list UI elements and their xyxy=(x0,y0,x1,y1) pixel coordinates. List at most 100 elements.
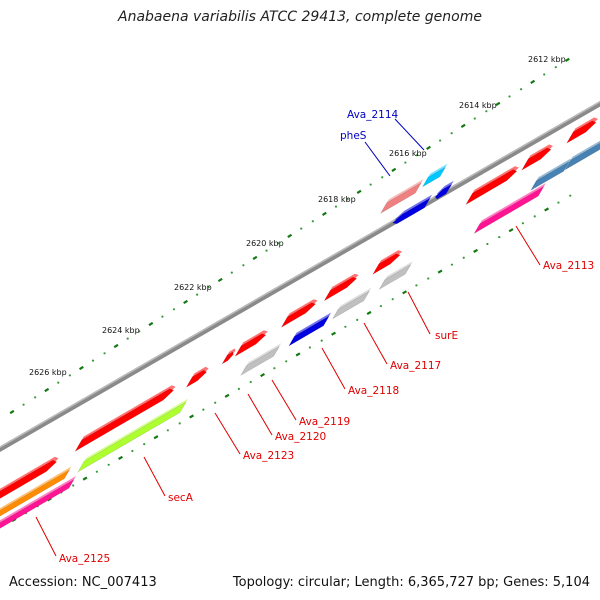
gene-label-ava-2125: Ava_2125 xyxy=(59,553,110,565)
tick-label-2626: 2626 kbp xyxy=(29,368,67,377)
inner-minor-tick xyxy=(569,194,572,197)
gene-label-seca: secA xyxy=(168,492,194,504)
tick-label-2622: 2622 kbp xyxy=(174,283,212,292)
outer-minor-tick xyxy=(34,396,37,399)
gene-ava-2117 xyxy=(331,287,372,320)
outer-minor-tick xyxy=(369,183,372,186)
inner-major-tick xyxy=(224,393,230,398)
outer-major-tick xyxy=(183,299,188,305)
gene-steelblue-1 xyxy=(529,158,572,192)
inner-minor-tick xyxy=(95,470,98,473)
inner-minor-tick xyxy=(486,242,489,246)
inner-major-tick xyxy=(402,290,408,295)
gene-ava-2125-orange-body xyxy=(0,469,71,517)
gene-ava-2119 xyxy=(239,343,282,377)
leader-ava-2119 xyxy=(271,379,297,421)
inner-major-tick xyxy=(473,248,479,253)
cds-seca xyxy=(74,385,176,453)
outer-minor-tick xyxy=(485,110,488,113)
inner-minor-tick xyxy=(249,380,252,384)
inner-minor-tick xyxy=(391,298,394,301)
cds-ava-2125-body xyxy=(0,459,58,499)
outer-minor-tick xyxy=(334,205,338,208)
genome-stats-text: Topology: circular; Length: 6,365,727 bp… xyxy=(232,575,590,590)
tick-label-2616: 2616 kbp xyxy=(389,149,427,158)
gene-ava-2125-pink xyxy=(0,476,77,529)
gene-steelblue-2 xyxy=(564,140,600,171)
outer-major-tick xyxy=(9,409,15,415)
tick-label-2614: 2614 kbp xyxy=(459,101,497,110)
leader-ava-2118 xyxy=(321,347,346,390)
outer-minor-tick xyxy=(543,73,546,76)
leader-phes xyxy=(364,141,391,177)
inner-minor-tick xyxy=(131,449,134,453)
outer-minor-tick xyxy=(300,227,303,230)
outer-major-tick xyxy=(44,387,50,393)
cds-ava-2120-body xyxy=(221,351,234,365)
inner-minor-tick xyxy=(557,201,560,204)
outer-major-tick xyxy=(78,365,84,371)
gene-ava-2113-body xyxy=(473,185,545,235)
outer-minor-tick xyxy=(508,95,511,98)
gene-label-phes: pheS xyxy=(340,130,367,142)
leader-ava-2117 xyxy=(363,322,388,365)
cds-upper-red-2-body xyxy=(565,120,597,144)
gene-label-ava-2123: Ava_2123 xyxy=(243,450,294,462)
outer-tick-track xyxy=(9,57,570,415)
leader-seca xyxy=(143,456,166,497)
inner-major-tick xyxy=(366,310,372,316)
outer-minor-tick xyxy=(230,271,233,274)
inner-minor-tick xyxy=(462,256,465,259)
inner-minor-tick xyxy=(72,484,75,487)
outer-minor-tick xyxy=(126,337,129,340)
inner-minor-tick xyxy=(521,222,525,225)
inner-minor-tick xyxy=(214,401,217,404)
gene-label-ava-2114: Ava_2114 xyxy=(347,109,399,121)
gene-ava-2114 xyxy=(421,163,448,188)
outer-minor-tick xyxy=(22,403,25,406)
gene-ava-2118-body xyxy=(288,315,330,347)
inner-major-tick xyxy=(508,228,514,233)
gene-label-ava-2117: Ava_2117 xyxy=(390,360,441,372)
outer-minor-tick xyxy=(196,293,199,296)
gene-ava-2125-orange xyxy=(0,466,72,517)
cds-ava-2117 xyxy=(323,273,359,302)
cds-ava-2123 xyxy=(185,366,209,389)
gene-seca xyxy=(77,398,189,473)
outer-major-tick xyxy=(148,321,154,327)
outer-minor-tick xyxy=(68,374,71,377)
genome-backbone xyxy=(0,100,600,453)
cds-ava-2118-body xyxy=(280,302,317,329)
gene-ava-2119-body xyxy=(239,345,281,377)
outer-major-tick xyxy=(217,277,223,283)
outer-minor-tick xyxy=(415,154,419,157)
tick-label-2624: 2624 kbp xyxy=(102,326,140,335)
outer-major-tick xyxy=(356,189,362,195)
inner-minor-tick xyxy=(344,325,347,328)
inner-minor-tick xyxy=(273,367,276,370)
inner-major-tick xyxy=(118,455,123,460)
inner-minor-tick xyxy=(533,215,536,218)
outer-minor-tick xyxy=(57,381,60,384)
inner-minor-tick xyxy=(202,408,205,411)
inner-minor-tick xyxy=(237,387,240,390)
cds-phes-light xyxy=(379,179,424,215)
gene-ava-2117-body xyxy=(331,290,371,320)
map-title: Anabaena variabilis ATCC 29413, complete… xyxy=(118,9,482,25)
gene-ava-2113 xyxy=(473,183,546,235)
outer-minor-tick xyxy=(554,66,557,69)
cds-ava-2123-body xyxy=(185,369,208,389)
outer-minor-tick xyxy=(519,88,523,91)
outer-minor-tick xyxy=(404,161,407,164)
feature-track xyxy=(0,117,600,529)
cds-ava-2114 xyxy=(434,180,454,200)
cds-ava-2118 xyxy=(280,299,318,329)
inner-minor-tick xyxy=(379,304,382,308)
inner-major-tick xyxy=(331,331,337,336)
outer-major-tick xyxy=(495,101,501,106)
cds-ava-2120 xyxy=(221,348,236,365)
outer-major-tick xyxy=(321,211,327,217)
gene-label-ava-2120: Ava_2120 xyxy=(275,431,326,443)
inner-major-tick xyxy=(260,373,265,378)
